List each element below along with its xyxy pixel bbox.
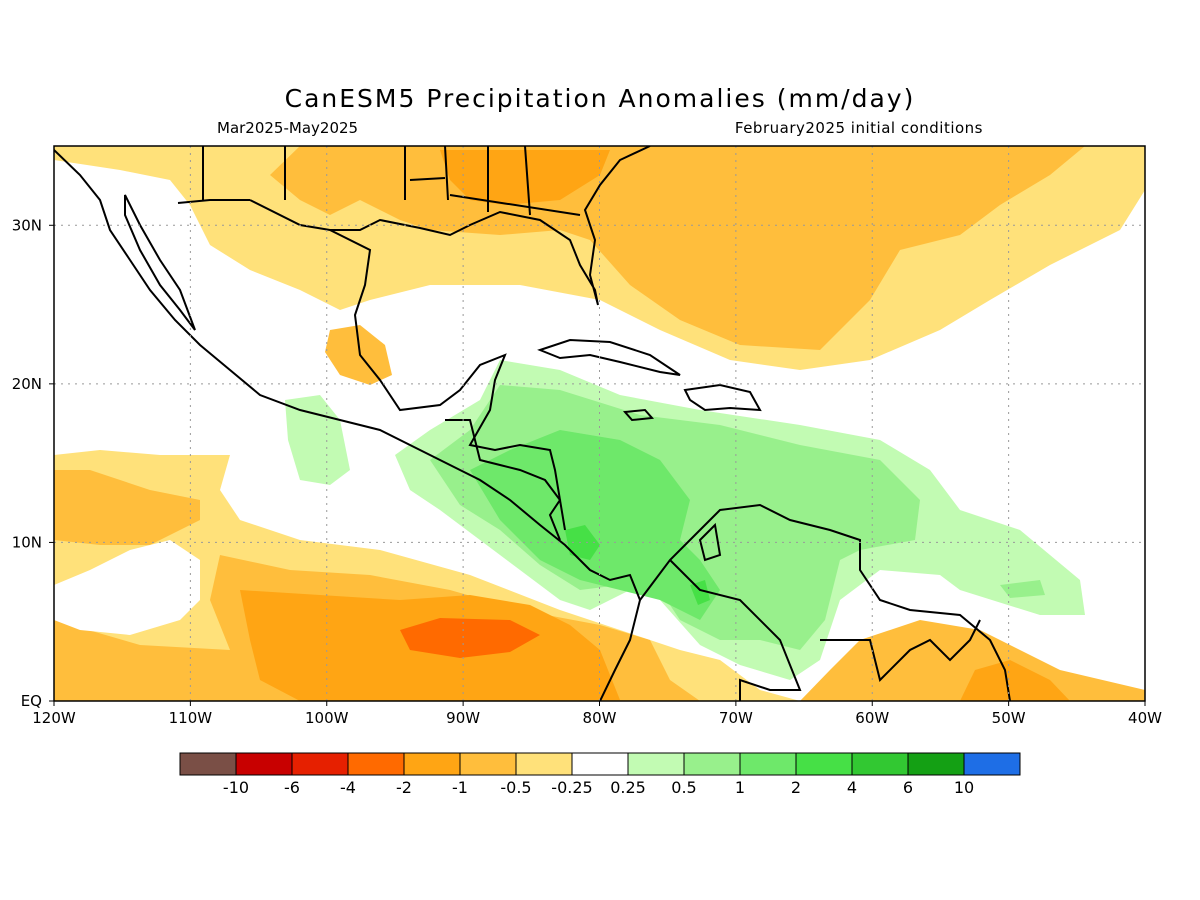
y-tick-label: EQ: [21, 692, 42, 710]
color-swatch: [739, 752, 797, 776]
color-swatch: [795, 752, 853, 776]
coast-southamerica: [639, 503, 1011, 701]
color-scale-label: 0.25: [610, 778, 646, 797]
color-swatch: [235, 752, 293, 776]
coast-maracaibo: [698, 522, 722, 562]
color-swatch: [515, 752, 573, 776]
coast-hispaniola: [683, 383, 762, 412]
x-tick-label: 70W: [719, 709, 753, 727]
color-scale-label: 10: [954, 778, 974, 797]
gridlines: [54, 146, 1145, 701]
color-swatch: [347, 752, 405, 776]
map-title: CanESM5 Precipitation Anomalies (mm/day): [284, 84, 916, 113]
color-scale-label: -1: [452, 778, 468, 797]
forecast-period: Mar2025-May2025: [217, 119, 359, 137]
y-tick-label: 10N: [12, 533, 42, 551]
color-scale-label: -0.5: [500, 778, 531, 797]
border-central-america: [445, 419, 562, 541]
dry-anomaly-southamerica: [800, 620, 1145, 701]
white-patch-pacific: [54, 540, 200, 635]
color-swatch: [851, 752, 909, 776]
color-scale-label: -0.25: [551, 778, 592, 797]
x-tick-label: 90W: [446, 709, 480, 727]
color-scale-label: 6: [903, 778, 913, 797]
latitude-axis: 30N 20N 10N EQ: [12, 216, 54, 710]
longitude-axis: 120W 110W 100W 90W 80W 70W 60W 50W 40W: [32, 701, 1162, 727]
color-scale-label: -10: [223, 778, 249, 797]
x-tick-label: 60W: [855, 709, 889, 727]
color-scale-label: -6: [284, 778, 300, 797]
color-scale-labels: -10 -6 -4 -2 -1 -0.5 -0.25 0.25 0.5 1 2 4 6 10: [223, 778, 974, 797]
coast-gulf-mexico: [329, 229, 566, 531]
dry-anomaly-gulf: [325, 325, 392, 385]
color-scale-label: 1: [735, 778, 745, 797]
y-tick-label: 20N: [12, 375, 42, 393]
x-tick-label: 120W: [32, 709, 76, 727]
color-swatch: [627, 752, 685, 776]
wet-anomaly-strong: [470, 430, 720, 620]
coast-gulf-us: [249, 146, 651, 306]
coast-baja: [124, 194, 196, 331]
coastlines: [54, 146, 1011, 701]
x-tick-label: 100W: [305, 709, 349, 727]
coast-cuba: [537, 338, 681, 376]
y-tick-label: 30N: [12, 216, 42, 234]
wet-anomaly-atlantic: [1000, 580, 1045, 598]
color-scale-label: 4: [847, 778, 857, 797]
anomaly-field: [54, 146, 1145, 701]
dry-anomaly-core: [400, 618, 540, 658]
x-tick-label: 110W: [169, 709, 213, 727]
x-tick-label: 40W: [1128, 709, 1162, 727]
color-swatch: [291, 752, 349, 776]
dry-anomaly-southeast-us: [440, 150, 610, 205]
color-swatch: [907, 752, 965, 776]
x-tick-label: 80W: [583, 709, 617, 727]
color-swatch: [403, 752, 461, 776]
color-swatch: [963, 752, 1021, 776]
color-scale-bar: [179, 752, 1021, 776]
initial-conditions: February2025 initial conditions: [734, 119, 983, 137]
border-us-states: [404, 146, 581, 216]
border-us-mexico: [177, 146, 286, 204]
color-swatch: [459, 752, 517, 776]
x-tick-label: 50W: [992, 709, 1026, 727]
coast-jamaica: [622, 408, 655, 422]
coast-pacific-mexico: [54, 149, 642, 701]
wet-anomaly-peak: [565, 525, 710, 605]
border-southamerica: [669, 559, 981, 701]
color-scale-label: -4: [340, 778, 356, 797]
color-swatch: [179, 752, 237, 776]
color-scale-label: -2: [396, 778, 412, 797]
color-swatch: [683, 752, 741, 776]
color-scale-label: 2: [791, 778, 801, 797]
color-scale-label: 0.5: [671, 778, 696, 797]
color-swatch: [571, 752, 629, 776]
dry-anomaly-southamerica-2: [960, 660, 1070, 701]
